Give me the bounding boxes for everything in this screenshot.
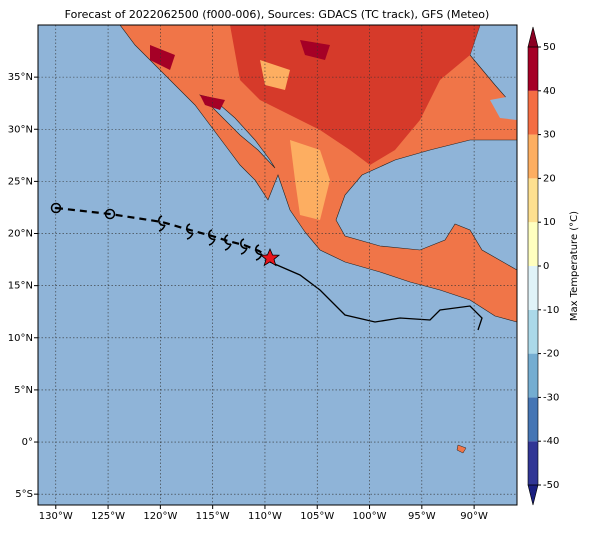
map-title: Forecast of 2022062500 (f000-006), Sourc… bbox=[65, 8, 490, 21]
lat-tick-label: 10°N bbox=[8, 333, 33, 344]
grid bbox=[38, 25, 517, 505]
lat-tick-label: 5°S bbox=[15, 489, 33, 500]
colorbar-band bbox=[528, 397, 538, 442]
colorbar-band bbox=[528, 441, 538, 485]
colorbar-tick-label: -20 bbox=[543, 349, 559, 360]
lon-tick-label: 90°W bbox=[460, 511, 488, 522]
lat-tick-label: 5°N bbox=[14, 385, 33, 396]
lat-tick-label: 20°N bbox=[8, 229, 33, 240]
colorbar-tick-label: 50 bbox=[543, 42, 556, 53]
colorbar-label: Max Temperature (°C) bbox=[569, 211, 580, 321]
colorbar-extend-under bbox=[527, 484, 539, 506]
colorbar-band bbox=[528, 90, 538, 135]
colorbar-band bbox=[528, 266, 538, 310]
tc-track bbox=[55, 206, 271, 259]
colorbar-tick-label: -50 bbox=[543, 480, 559, 491]
colorbar-band bbox=[528, 353, 538, 398]
lon-tick-label: 105°W bbox=[300, 511, 334, 522]
colorbar-tick-label: 0 bbox=[543, 261, 549, 272]
lat-tick-label: 35°N bbox=[8, 72, 33, 83]
map-area bbox=[37, 24, 518, 506]
lon-tick-label: 100°W bbox=[353, 511, 387, 522]
colorbar-tick-label: 10 bbox=[543, 217, 556, 228]
lat-tick-label: 0° bbox=[22, 437, 33, 448]
gulf-of-california bbox=[199, 94, 276, 169]
colorbar-band bbox=[528, 178, 538, 223]
colorbar-band bbox=[528, 222, 538, 266]
colorbar: 50 40 30 20 10 0 -10 -20 -30 -40 -50 bbox=[527, 26, 559, 506]
track-point bbox=[50, 202, 62, 214]
colorbar-tick-label: -10 bbox=[543, 305, 559, 316]
current-position bbox=[259, 247, 281, 267]
lon-tick-label: 95°W bbox=[408, 511, 436, 522]
lon-tick-label: 120°W bbox=[143, 511, 177, 522]
lon-tick-label: 130°W bbox=[39, 511, 73, 522]
lat-tick-label: 30°N bbox=[8, 124, 33, 135]
colorbar-band bbox=[528, 309, 538, 354]
lat-tick-label: 15°N bbox=[8, 281, 33, 292]
colorbar-tick-label: 30 bbox=[543, 130, 556, 141]
galapagos bbox=[456, 444, 467, 454]
very-hot-region bbox=[150, 40, 330, 110]
lon-tick-label: 125°W bbox=[91, 511, 125, 522]
lon-tick-label: 110°W bbox=[248, 511, 282, 522]
track-point-center bbox=[54, 206, 58, 210]
atlantic bbox=[490, 95, 517, 120]
track-point bbox=[104, 208, 116, 220]
colorbar-tick-label: 20 bbox=[543, 173, 556, 184]
storm-symbols bbox=[158, 215, 263, 261]
colorbar-tick-label: -30 bbox=[543, 392, 559, 403]
colorbar-extend-over bbox=[527, 26, 539, 48]
colorbar-band bbox=[528, 134, 538, 179]
hot-region bbox=[230, 25, 480, 165]
lat-tick-label: 25°N bbox=[8, 176, 33, 187]
map-frame bbox=[37, 24, 518, 506]
colorbar-band bbox=[528, 47, 538, 91]
warm-region bbox=[260, 60, 330, 220]
colorbar-tick-label: -40 bbox=[543, 436, 559, 447]
lon-tick-label: 115°W bbox=[196, 511, 230, 522]
colorbar-tick-label: 40 bbox=[543, 86, 556, 97]
